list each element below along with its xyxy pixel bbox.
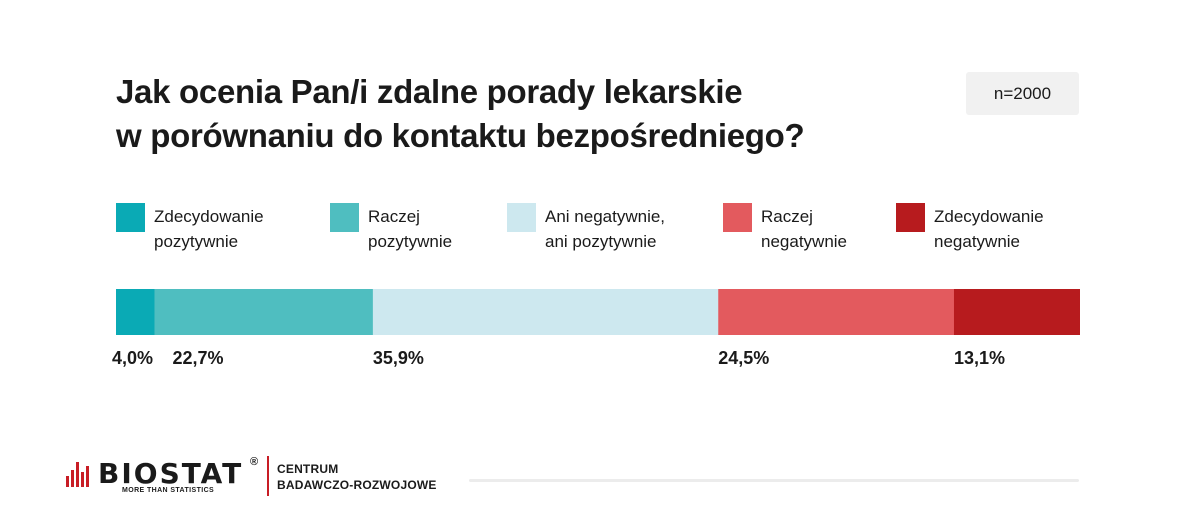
bar-chart-logo-icon bbox=[66, 462, 89, 487]
value-label-2: 22,7% bbox=[172, 348, 224, 368]
legend-label: Ani negatywnie, ani pozytywnie bbox=[545, 207, 666, 251]
bar-segment-4 bbox=[718, 289, 955, 335]
legend-swatch bbox=[723, 203, 752, 232]
legend-label: Zdecydowanie negatywnie bbox=[934, 207, 1044, 251]
department-name: CENTRUM BADAWCZO-ROZWOJOWE bbox=[277, 462, 437, 492]
legend-swatch bbox=[116, 203, 145, 232]
value-label-4: 24,5% bbox=[718, 348, 770, 368]
chart-title-line-2: w porównaniu do kontaktu bezpośredniego? bbox=[116, 117, 805, 154]
legend-label: Zdecydowanie pozytywnie bbox=[154, 207, 264, 251]
legend-swatch bbox=[896, 203, 925, 232]
value-label-5: 13,1% bbox=[953, 348, 1005, 368]
legend-swatch bbox=[507, 203, 536, 232]
bar-segment-5 bbox=[953, 289, 1080, 335]
bar-segment-1 bbox=[116, 289, 155, 335]
logo-tagline: MORE THAN STATISTICS bbox=[122, 487, 215, 494]
bar-segment-3 bbox=[372, 289, 719, 335]
legend-swatch bbox=[330, 203, 359, 232]
stacked-bar-svg bbox=[116, 289, 1080, 335]
logo-registered-mark: ® bbox=[250, 456, 259, 468]
biostat-logo: BIOSTAT ® MORE THAN STATISTICS CENTRUM B… bbox=[66, 456, 466, 501]
value-label-1: 4,0% bbox=[112, 348, 154, 368]
chart-title: Jak ocenia Pan/i zdalne porady lekarskie… bbox=[116, 70, 916, 158]
sample-size-badge: n=2000 bbox=[966, 72, 1079, 115]
legend-label: Raczej pozytywnie bbox=[368, 207, 453, 251]
chart-title-line-1: Jak ocenia Pan/i zdalne porady lekarskie bbox=[116, 73, 743, 110]
bar-segment-2 bbox=[154, 289, 374, 335]
logo-name: BIOSTAT bbox=[98, 457, 244, 490]
value-label-3: 35,9% bbox=[372, 348, 424, 368]
legend-label: Raczej negatywnie bbox=[761, 207, 848, 251]
stacked-bar bbox=[116, 289, 1080, 335]
footer-divider-line bbox=[469, 479, 1079, 482]
logo-divider bbox=[267, 456, 269, 496]
